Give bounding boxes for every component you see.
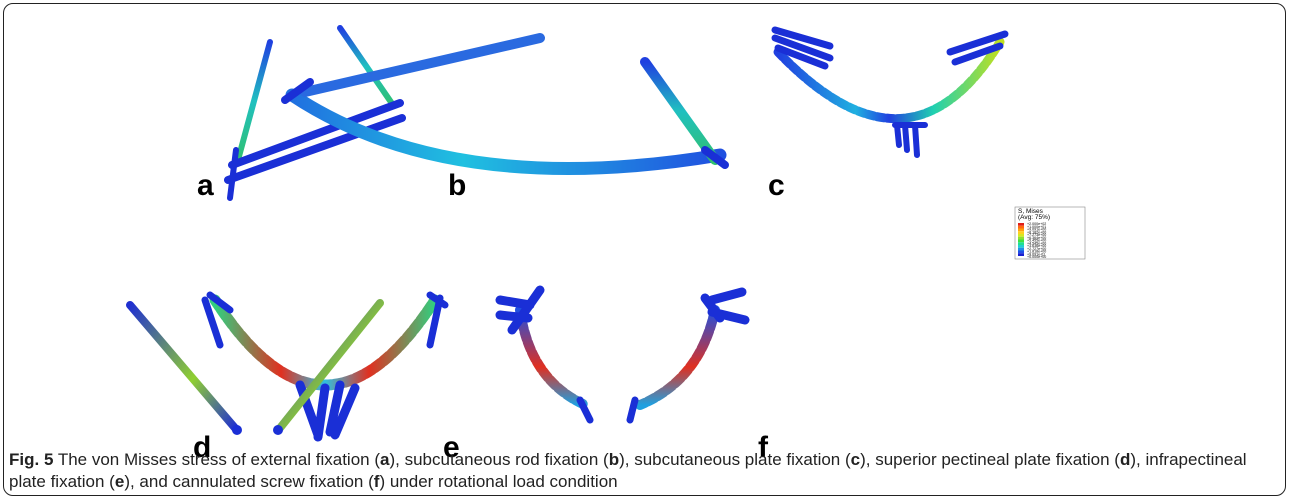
page: {"panels": [{"label": "a"}, {"label": "b… <box>0 0 1292 501</box>
legend-swatch <box>1018 245 1024 248</box>
caption-text: c <box>851 450 860 469</box>
panel-e-image <box>500 290 745 420</box>
legend-subtitle: (Avg: 75%) <box>1018 214 1050 221</box>
legend-swatch <box>1018 240 1024 243</box>
legend-value: +0.000e+00 <box>1027 255 1046 259</box>
legend-swatch <box>1018 234 1024 237</box>
legend-swatch <box>1018 253 1024 256</box>
panel-label: c <box>768 169 785 202</box>
caption-text: ), superior pectineal plate fixation ( <box>860 450 1120 469</box>
legend-swatch <box>1018 231 1024 234</box>
caption-text: d <box>1120 450 1130 469</box>
legend-swatch <box>1018 242 1024 245</box>
caption-text: ), subcutaneous plate fixation ( <box>619 450 851 469</box>
legend-swatch <box>1018 226 1024 229</box>
caption-text: b <box>609 450 619 469</box>
legend-swatch <box>1018 251 1024 254</box>
caption-text: ) under rotational load condition <box>379 472 617 491</box>
caption-label: Fig. 5 <box>9 450 53 469</box>
panel-label: a <box>197 169 214 202</box>
caption-text: ), and cannulated screw fixation ( <box>124 472 373 491</box>
legend-swatch <box>1018 237 1024 240</box>
legend-swatch <box>1018 223 1024 226</box>
legend-swatch <box>1018 248 1024 251</box>
figure: S, Mises (Avg: 75%) +2.000e+02+1.000e+01… <box>0 0 1292 501</box>
caption-text: The von Misses stress of external fixati… <box>53 450 380 469</box>
panel-b-image <box>285 36 725 169</box>
legend-swatch <box>1018 229 1024 232</box>
panel-c-image <box>775 30 1005 155</box>
legend: S, Mises (Avg: 75%) +2.000e+02+1.000e+01… <box>1015 207 1085 259</box>
caption-text: ), subcutaneous rod fixation ( <box>389 450 608 469</box>
panel-label: b <box>448 169 466 202</box>
caption-text: e <box>115 472 124 491</box>
caption: Fig. 5 The von Misses stress of external… <box>9 449 1281 493</box>
